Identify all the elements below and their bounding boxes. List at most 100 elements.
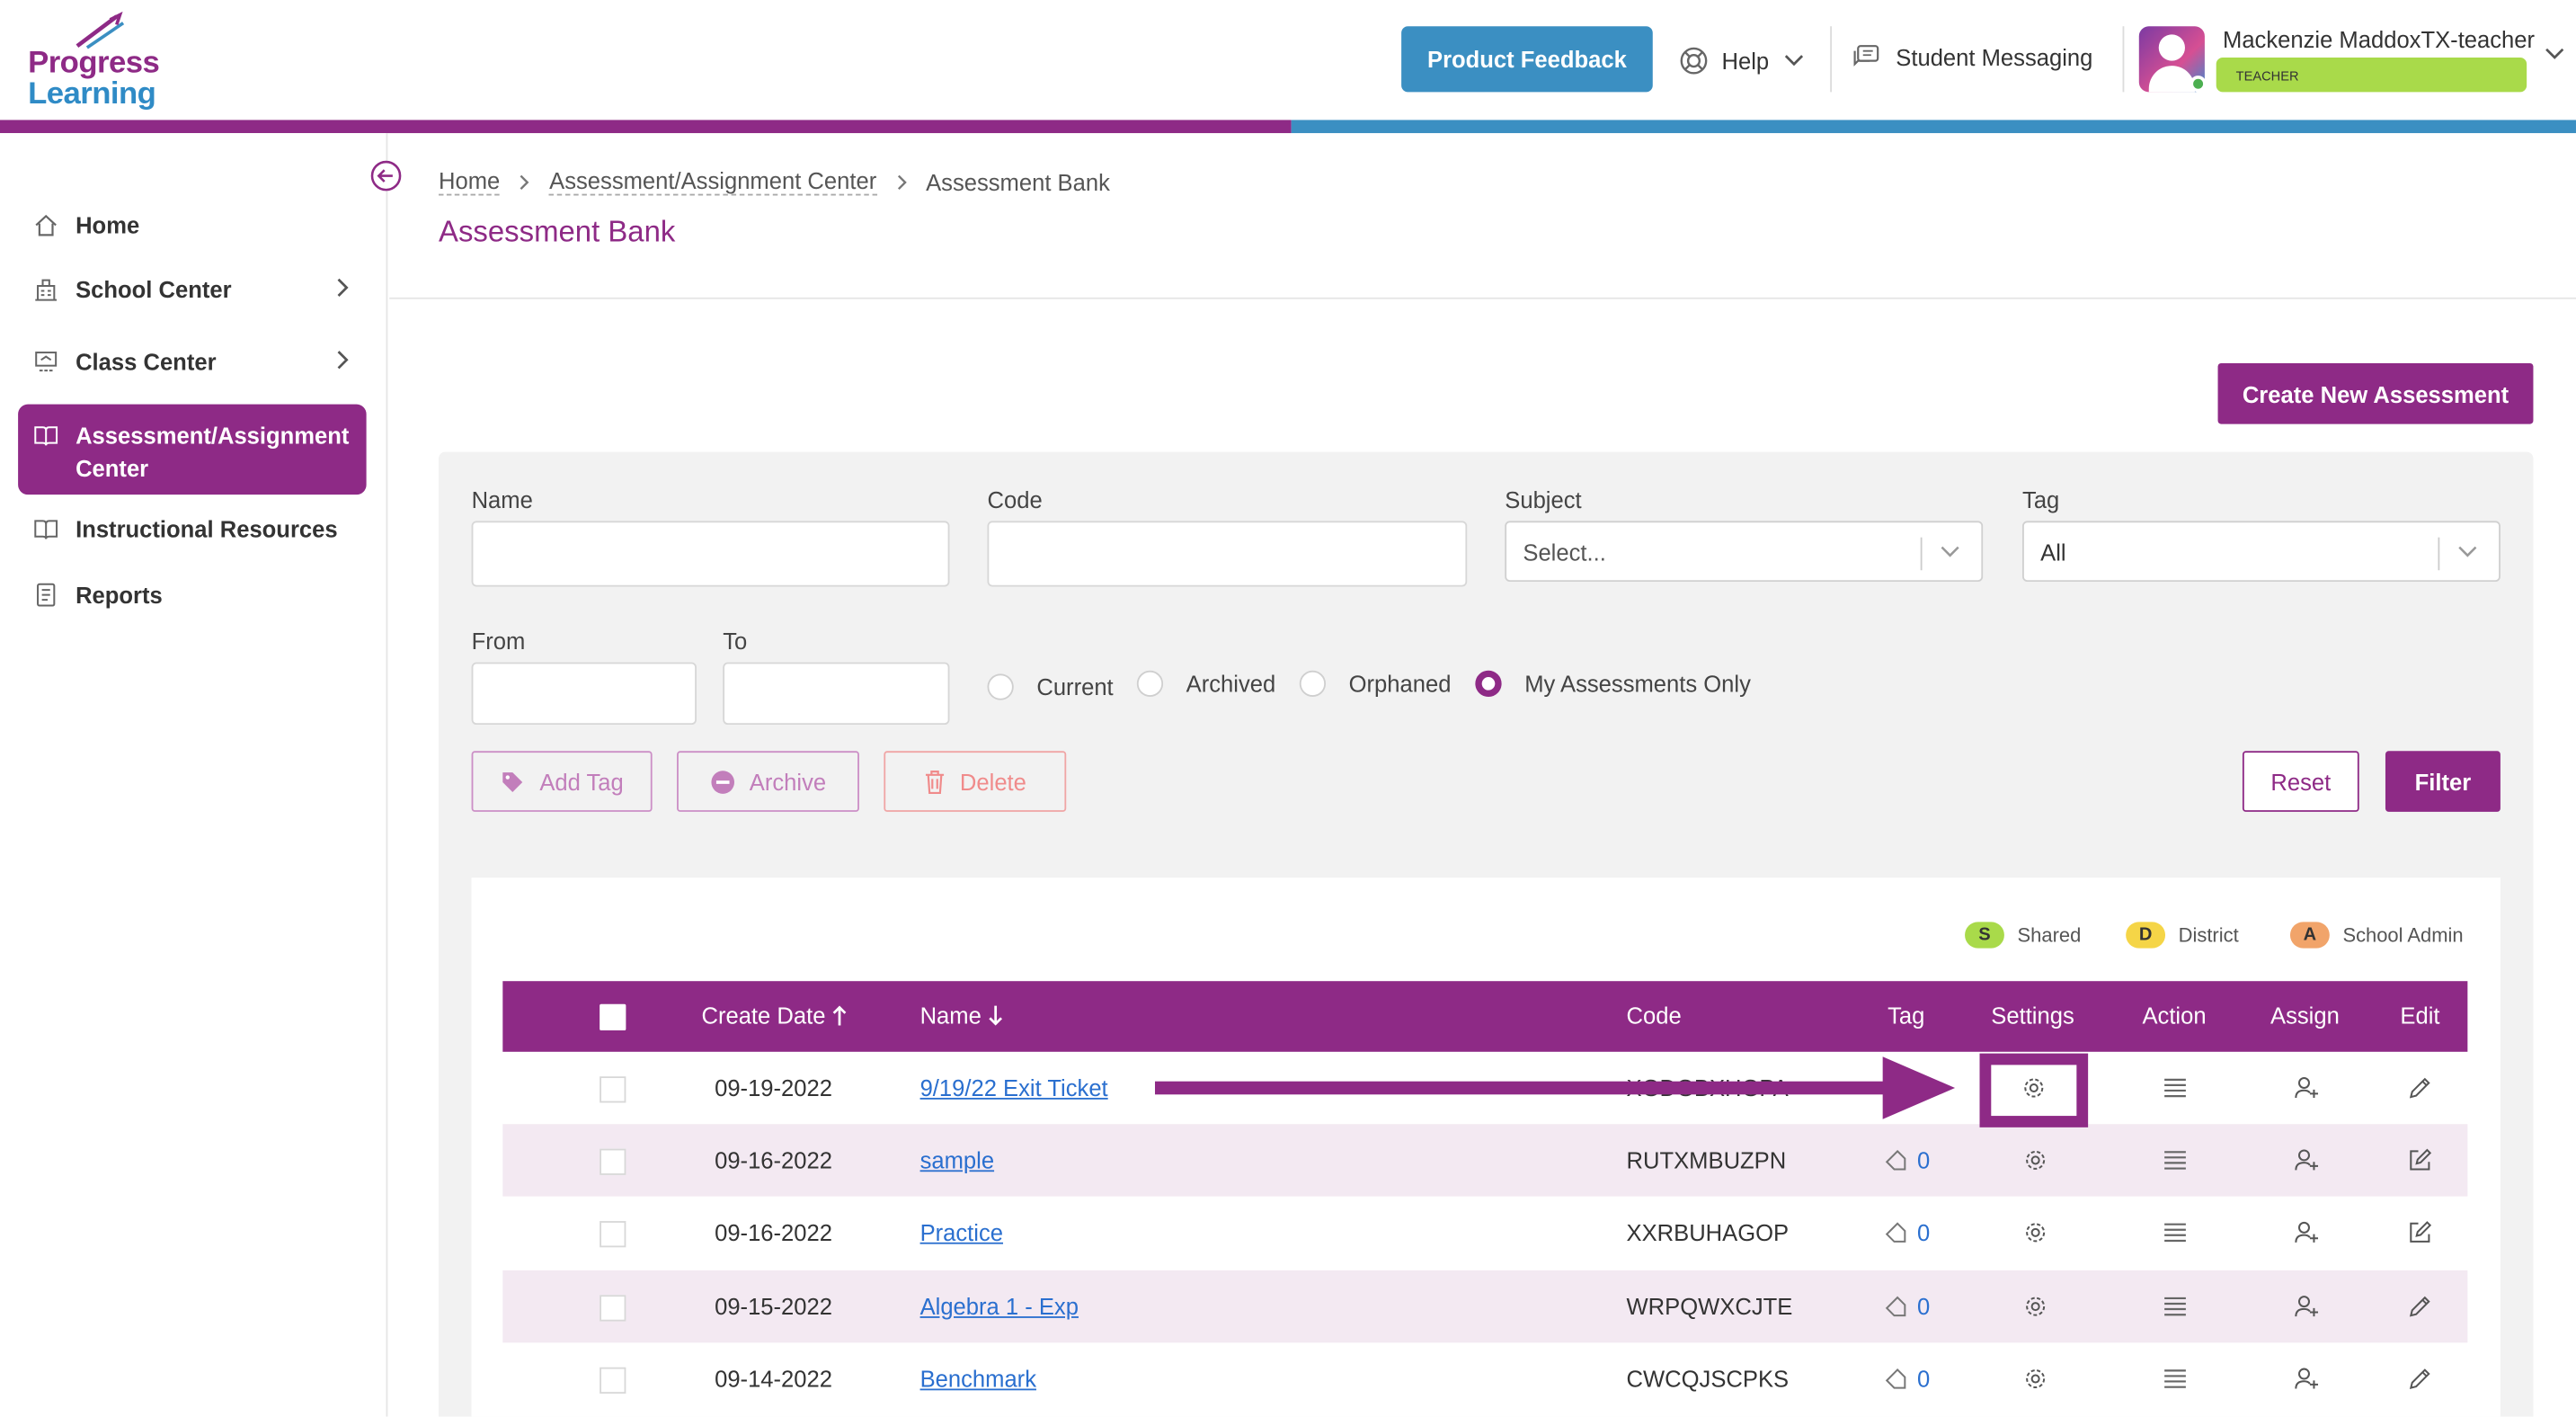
chevron-right-icon xyxy=(337,278,349,297)
action-menu-icon[interactable] xyxy=(2162,1293,2188,1319)
action-menu-icon[interactable] xyxy=(2162,1147,2188,1173)
archive-button[interactable]: Archive xyxy=(677,751,859,812)
row-tag[interactable]: 0 xyxy=(1884,1147,1930,1173)
radio-button[interactable] xyxy=(1136,670,1164,697)
tag-icon xyxy=(1885,1222,1906,1243)
filter-button[interactable]: Filter xyxy=(2385,751,2500,812)
create-new-assessment-button[interactable]: Create New Assessment xyxy=(2217,362,2534,424)
gear-icon[interactable] xyxy=(2022,1366,2048,1392)
assessment-name-link[interactable]: Practice xyxy=(919,1219,1004,1246)
column-settings: Settings xyxy=(1991,1002,2074,1029)
user-menu-chevron-icon[interactable] xyxy=(2543,46,2566,62)
gear-icon[interactable] xyxy=(2021,1074,2047,1101)
book-open-icon xyxy=(34,520,58,539)
action-menu-icon[interactable] xyxy=(2162,1366,2188,1392)
trash-icon xyxy=(926,770,945,794)
sidebar-item-class-center[interactable]: Class Center xyxy=(18,348,366,375)
column-name[interactable]: Name xyxy=(920,1003,1005,1029)
radio-button-selected[interactable] xyxy=(1475,670,1502,697)
assessment-name-link[interactable]: 9/19/22 Exit Ticket xyxy=(919,1074,1108,1101)
legend-label: School Admin xyxy=(2342,923,2464,947)
tag-select[interactable]: All xyxy=(2022,521,2500,583)
progress-learning-logo[interactable]: Progress Learning xyxy=(28,10,176,111)
breadcrumb-assessment-center[interactable]: Assessment/Assignment Center xyxy=(549,167,877,196)
edit-square-icon[interactable] xyxy=(2407,1219,2433,1245)
sidebar-item-assessment-center[interactable]: Assessment/Assignment Center xyxy=(18,404,367,495)
assign-user-icon[interactable] xyxy=(2294,1147,2320,1173)
top-header: Progress Learning Product Feedback Help … xyxy=(0,0,2576,120)
add-tag-button[interactable]: Add Tag xyxy=(471,751,653,812)
assessment-name-link[interactable]: sample xyxy=(919,1146,995,1174)
student-messaging-link[interactable]: Student Messaging xyxy=(1852,44,2092,71)
assessment-name-link[interactable]: Benchmark xyxy=(919,1365,1036,1393)
chevron-right-icon xyxy=(520,174,530,190)
pencil-icon[interactable] xyxy=(2407,1074,2433,1101)
assign-user-icon[interactable] xyxy=(2294,1074,2320,1101)
radio-archived[interactable]: Archived xyxy=(1136,670,1275,697)
row-checkbox[interactable] xyxy=(600,1295,626,1322)
row-create-date: 09-16-2022 xyxy=(715,1219,833,1246)
sidebar-item-instructional-resources[interactable]: Instructional Resources xyxy=(18,516,366,542)
sidebar-item-label: Reports xyxy=(76,582,163,609)
sidebar-item-reports[interactable]: Reports xyxy=(18,582,366,608)
radio-orphaned[interactable]: Orphaned xyxy=(1299,670,1451,697)
collapse-sidebar-icon[interactable] xyxy=(369,159,403,192)
row-tag[interactable]: 0 xyxy=(1884,1366,1930,1392)
assessment-name-link[interactable]: Algebra 1 - Exp xyxy=(919,1293,1079,1320)
action-menu-icon[interactable] xyxy=(2162,1074,2188,1101)
table-row: 09-16-2022 Practice XXRBUHAGOP 0 xyxy=(502,1197,2467,1269)
name-input[interactable] xyxy=(471,521,950,587)
divider xyxy=(389,297,2576,299)
pencil-icon[interactable] xyxy=(2407,1366,2433,1392)
tag-label: Tag xyxy=(2022,486,2060,513)
delete-button[interactable]: Delete xyxy=(884,751,1067,812)
row-checkbox[interactable] xyxy=(600,1076,626,1103)
row-tag[interactable]: 0 xyxy=(1884,1293,1930,1320)
user-role-badge: TEACHER xyxy=(2216,57,2527,93)
school-icon xyxy=(35,279,58,301)
help-menu[interactable]: Help xyxy=(1679,44,1805,77)
breadcrumb-home[interactable]: Home xyxy=(439,167,501,196)
row-checkbox[interactable] xyxy=(600,1221,626,1248)
select-all-checkbox[interactable] xyxy=(600,1003,626,1031)
subject-select[interactable]: Select... xyxy=(1505,521,1984,583)
help-label: Help xyxy=(1721,48,1770,75)
row-checkbox[interactable] xyxy=(600,1367,626,1394)
gear-icon[interactable] xyxy=(2022,1219,2048,1245)
radio-current[interactable]: Current xyxy=(987,673,1114,700)
product-feedback-button[interactable]: Product Feedback xyxy=(1401,26,1653,93)
action-menu-icon[interactable] xyxy=(2162,1219,2188,1245)
column-create-date[interactable]: Create Date xyxy=(701,1003,848,1029)
column-tag[interactable]: Tag xyxy=(1888,1002,1925,1029)
from-date-input[interactable] xyxy=(471,662,697,726)
district-badge: D xyxy=(2126,922,2166,949)
code-input[interactable] xyxy=(987,521,1468,587)
table-header: Create Date Name Code Tag Settings Actio… xyxy=(502,981,2468,1052)
reset-button[interactable]: Reset xyxy=(2242,751,2359,812)
radio-button[interactable] xyxy=(1299,670,1327,697)
row-tag[interactable]: 0 xyxy=(1884,1219,1930,1245)
subject-select-value: Select... xyxy=(1523,539,1606,566)
chevron-down-icon xyxy=(1941,546,1959,557)
column-label: Name xyxy=(919,1002,982,1029)
header-divider xyxy=(2122,26,2125,93)
to-label: To xyxy=(723,628,748,655)
assign-user-icon[interactable] xyxy=(2294,1366,2320,1392)
sort-down-icon xyxy=(989,1005,1003,1026)
gear-icon[interactable] xyxy=(2022,1147,2048,1173)
legend-label: District xyxy=(2178,923,2239,947)
sidebar-item-home[interactable]: Home xyxy=(18,212,366,238)
user-name[interactable]: Mackenzie MaddoxTX-teacher xyxy=(2223,26,2536,53)
radio-button[interactable] xyxy=(987,673,1014,700)
to-date-input[interactable] xyxy=(723,662,950,726)
row-checkbox[interactable] xyxy=(600,1148,626,1175)
edit-square-icon[interactable] xyxy=(2407,1147,2433,1173)
pencil-icon[interactable] xyxy=(2407,1293,2433,1319)
sidebar-item-school-center[interactable]: School Center xyxy=(18,276,366,302)
gear-icon[interactable] xyxy=(2022,1293,2048,1319)
radio-my-assessments-only[interactable]: My Assessments Only xyxy=(1475,670,1751,697)
assign-user-icon[interactable] xyxy=(2294,1293,2320,1319)
assign-user-icon[interactable] xyxy=(2294,1219,2320,1245)
column-code[interactable]: Code xyxy=(1626,1002,1682,1029)
school-admin-badge: A xyxy=(2289,922,2330,949)
